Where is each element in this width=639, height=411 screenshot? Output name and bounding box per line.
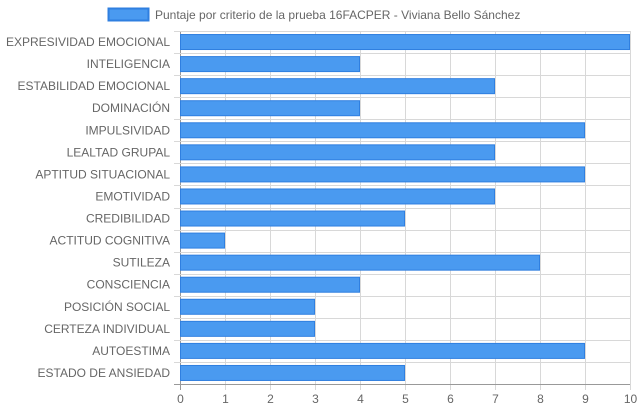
bar[interactable] — [180, 122, 585, 139]
bar[interactable] — [180, 254, 540, 271]
category-label: DOMINACIÓN — [92, 100, 170, 115]
bar[interactable] — [180, 188, 495, 205]
bar[interactable] — [180, 298, 315, 315]
category-label: POSICIÓN SOCIAL — [64, 299, 170, 314]
category-label: CERTEZA INDIVIDUAL — [44, 322, 170, 336]
category-labels: EXPRESIVIDAD EMOCIONAL INTELIGENCIA ESTABI… — [6, 35, 170, 380]
category-label: AUTOESTIMA — [92, 344, 170, 358]
x-tick-label: 7 — [492, 392, 499, 406]
category-label: CONSCIENCIA — [87, 278, 170, 292]
category-label: LEALTAD GRUPAL — [67, 145, 171, 159]
bar[interactable] — [180, 342, 585, 359]
bar[interactable] — [180, 232, 225, 249]
x-tick-label: 6 — [447, 392, 454, 406]
bar[interactable] — [180, 100, 360, 117]
x-tick-label: 2 — [267, 392, 274, 406]
bar[interactable] — [180, 56, 360, 73]
category-label: ESTADO DE ANSIEDAD — [38, 366, 171, 380]
bars — [180, 34, 630, 381]
category-label: IMPULSIVIDAD — [85, 123, 170, 137]
bar[interactable] — [180, 276, 360, 293]
x-tick-label: 10 — [624, 392, 638, 406]
x-tick-label: 9 — [582, 392, 589, 406]
x-tick-label: 5 — [402, 392, 409, 406]
category-label: INTELIGENCIA — [87, 57, 170, 71]
x-tick-label: 4 — [357, 392, 364, 406]
x-tick-label: 8 — [537, 392, 544, 406]
bar[interactable] — [180, 364, 405, 381]
x-tick-labels: 0 1 2 3 4 5 6 7 8 9 10 — [177, 392, 637, 406]
category-label: CREDIBILIDAD — [86, 212, 170, 226]
bar[interactable] — [180, 320, 315, 337]
bar[interactable] — [180, 34, 630, 51]
legend[interactable]: Puntaje por criterio de la prueba 16FACP… — [107, 7, 521, 22]
category-label: EXPRESIVIDAD EMOCIONAL — [6, 35, 170, 49]
category-label: ESTABILIDAD EMOCIONAL — [18, 79, 171, 93]
x-tick-label: 0 — [177, 392, 184, 406]
category-label: SUTILEZA — [113, 256, 170, 270]
bar[interactable] — [180, 78, 495, 95]
category-label: APTITUD SITUACIONAL — [35, 167, 170, 181]
bar[interactable] — [180, 210, 405, 227]
x-tick-label: 3 — [312, 392, 319, 406]
category-label: ACTITUD COGNITIVA — [50, 234, 170, 248]
bar[interactable] — [180, 144, 495, 161]
x-tick-label: 1 — [222, 392, 229, 406]
legend-label[interactable]: Puntaje por criterio de la prueba 16FACP… — [155, 8, 520, 22]
legend-swatch[interactable] — [107, 7, 150, 22]
bar[interactable] — [180, 166, 585, 183]
category-label: EMOTIVIDAD — [95, 189, 170, 203]
